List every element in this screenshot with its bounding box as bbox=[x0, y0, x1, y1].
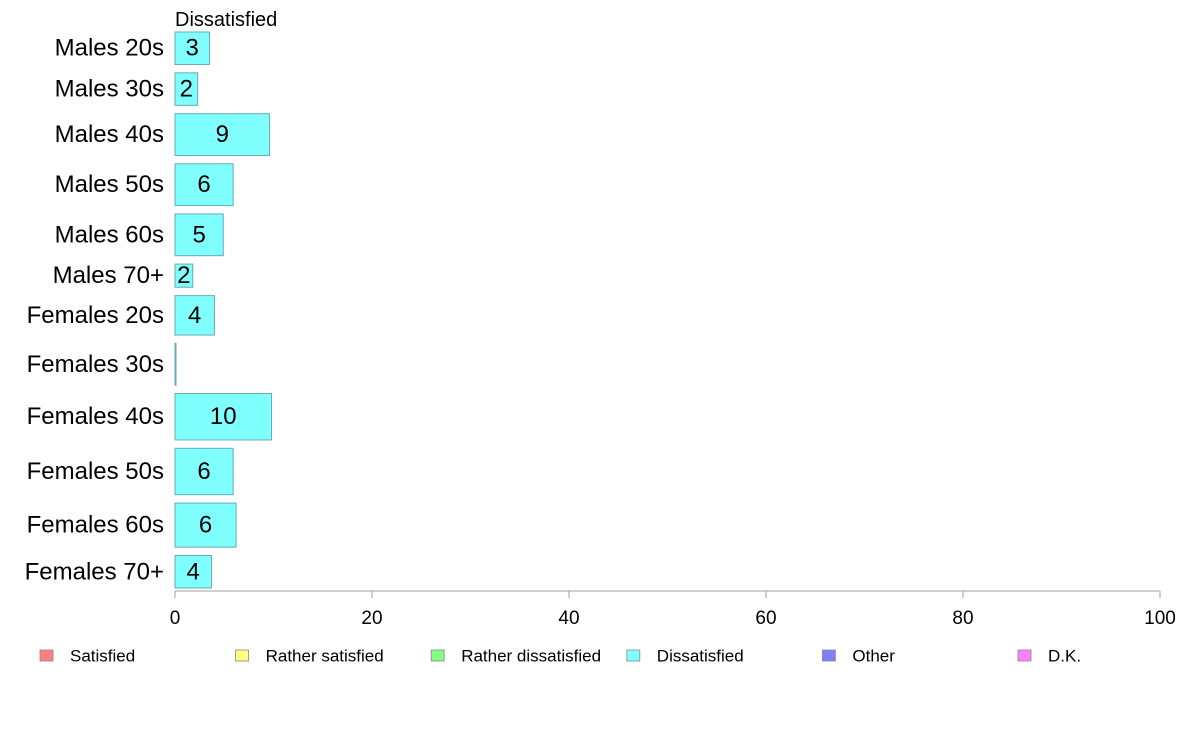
bar-value-label: 4 bbox=[188, 302, 201, 329]
bar bbox=[174, 447, 234, 496]
bar-value-label: 2 bbox=[177, 262, 190, 289]
legend-label: Satisfied bbox=[70, 647, 135, 666]
bar-value-label: 5 bbox=[192, 221, 205, 248]
bar-value-label: 6 bbox=[197, 458, 210, 485]
x-tick-label: 40 bbox=[558, 608, 579, 629]
category-label: Females 30s bbox=[27, 351, 164, 378]
x-axis: 0 20 40 60 80 100 bbox=[170, 590, 1176, 629]
category-label: Females 70+ bbox=[25, 558, 164, 585]
bar bbox=[174, 263, 194, 288]
category-labels-group: Males 20s Males 30s Males 40s Males 50s Male… bbox=[25, 35, 164, 586]
legend-swatch bbox=[822, 649, 836, 662]
category-label: Males 70+ bbox=[53, 262, 164, 289]
bar-value-label: 9 bbox=[216, 121, 229, 148]
bar bbox=[174, 113, 271, 156]
bar-value-label: 3 bbox=[186, 35, 199, 62]
legend-label: Other bbox=[852, 647, 895, 666]
bar-value-label: 2 bbox=[180, 76, 193, 103]
x-tick-label: 0 bbox=[170, 608, 181, 629]
legend-swatch bbox=[235, 649, 250, 662]
bar bbox=[174, 393, 273, 441]
x-tick-label: 60 bbox=[755, 608, 776, 629]
bar bbox=[174, 555, 212, 589]
bar-value-label: 6 bbox=[197, 171, 210, 198]
bar bbox=[174, 31, 210, 65]
bar-value-label: 10 bbox=[210, 403, 237, 430]
bar bbox=[174, 342, 177, 386]
bar bbox=[174, 295, 215, 336]
legend-swatch bbox=[1017, 649, 1032, 662]
category-label: Males 50s bbox=[55, 171, 164, 198]
x-tick-label: 80 bbox=[952, 608, 973, 629]
category-label: Males 40s bbox=[55, 121, 164, 148]
x-tick-label: 20 bbox=[361, 608, 382, 629]
legend-label: Dissatisfied bbox=[657, 647, 744, 666]
category-label: Females 60s bbox=[27, 512, 164, 539]
legend-swatch bbox=[626, 649, 641, 662]
legend-label: Rather satisfied bbox=[266, 647, 384, 666]
legend-swatch bbox=[430, 649, 445, 662]
legend-label: Rather dissatisfied bbox=[461, 647, 601, 666]
category-label: Males 30s bbox=[55, 76, 164, 103]
legend: Satisfied Rather satisfied Rather dissatis… bbox=[39, 647, 1081, 666]
bar bbox=[174, 163, 234, 207]
category-label: Females 50s bbox=[27, 458, 164, 485]
bar bbox=[174, 72, 199, 106]
category-label: Males 20s bbox=[55, 35, 164, 62]
x-tick-label: 100 bbox=[1144, 608, 1176, 629]
bar bbox=[174, 502, 237, 548]
category-label: Females 40s bbox=[27, 403, 164, 430]
legend-label: D.K. bbox=[1048, 647, 1081, 666]
category-label: Females 20s bbox=[27, 302, 164, 329]
bar bbox=[174, 213, 224, 257]
bar-value-label: 6 bbox=[199, 512, 212, 539]
category-label: Males 60s bbox=[55, 221, 164, 248]
legend-swatch bbox=[39, 649, 54, 662]
series-title: Dissatisfied bbox=[175, 9, 277, 31]
bar-value-label: 4 bbox=[187, 558, 200, 585]
